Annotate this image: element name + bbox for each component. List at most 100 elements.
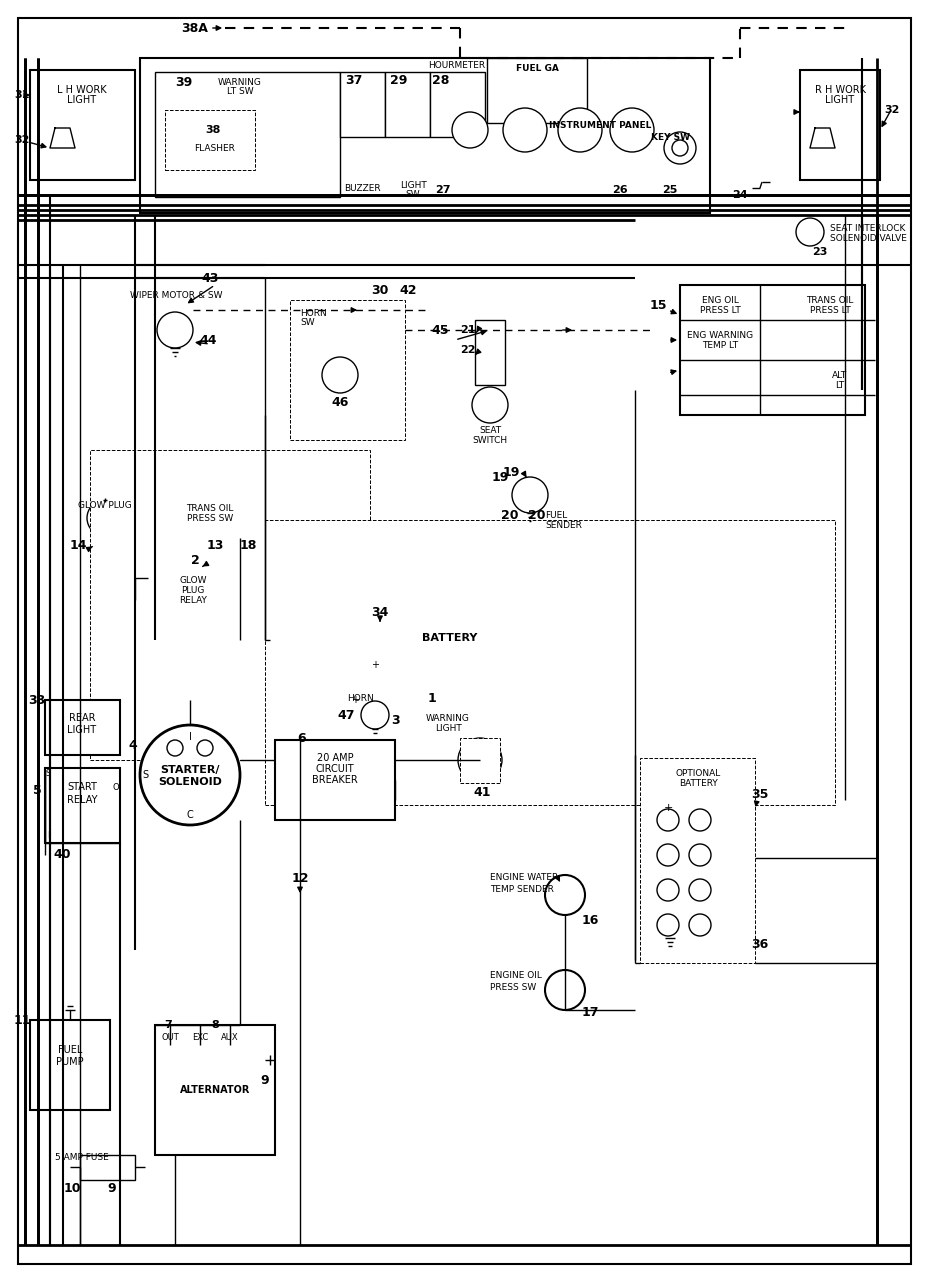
Circle shape (452, 112, 488, 147)
Text: 36: 36 (751, 938, 768, 951)
Text: SEAT: SEAT (479, 426, 501, 435)
Bar (680, 285, 865, 415)
Text: 20 AMP: 20 AMP (317, 753, 353, 763)
Text: L H WORK: L H WORK (57, 85, 107, 95)
Text: FUEL GA: FUEL GA (515, 64, 558, 73)
Text: 23: 23 (812, 247, 828, 256)
Text: WIPER MOTOR & SW: WIPER MOTOR & SW (130, 291, 222, 300)
Bar (90, 450, 370, 760)
Text: 19: 19 (502, 465, 520, 478)
Text: 44: 44 (199, 333, 217, 346)
Text: EXC: EXC (192, 1033, 208, 1042)
Text: FUEL: FUEL (58, 1045, 82, 1055)
Text: 20: 20 (527, 509, 545, 522)
Text: 6: 6 (298, 732, 306, 745)
Text: BUZZER: BUZZER (344, 183, 380, 192)
Text: ALT: ALT (832, 370, 847, 379)
Text: I: I (46, 831, 49, 840)
Text: LIGHT: LIGHT (434, 723, 461, 732)
Text: R H WORK: R H WORK (815, 85, 866, 95)
Bar (148, 560, 238, 640)
Bar (80, 1155, 135, 1179)
Text: 37: 37 (345, 73, 363, 86)
Bar (140, 58, 710, 213)
Text: RELAY: RELAY (179, 596, 207, 605)
Text: 40: 40 (53, 849, 71, 862)
Text: ENG OIL: ENG OIL (701, 295, 738, 305)
Circle shape (689, 809, 711, 831)
Circle shape (610, 108, 654, 153)
Circle shape (545, 970, 585, 1010)
Circle shape (326, 651, 354, 679)
Text: 5: 5 (33, 783, 41, 796)
Text: S: S (46, 768, 50, 777)
Text: 45: 45 (432, 323, 449, 336)
Text: HORN: HORN (347, 694, 373, 703)
Text: 42: 42 (399, 283, 417, 296)
Text: CIRCUIT: CIRCUIT (315, 764, 354, 774)
Circle shape (503, 108, 547, 153)
Text: TRANS OIL: TRANS OIL (186, 504, 233, 513)
Circle shape (466, 686, 494, 714)
Text: LT: LT (835, 381, 844, 390)
Text: OUT: OUT (161, 1033, 179, 1042)
Text: 2: 2 (192, 554, 200, 567)
Circle shape (664, 132, 696, 164)
Text: STARTER/: STARTER/ (160, 765, 219, 776)
Text: 31: 31 (14, 90, 30, 100)
Text: 38: 38 (205, 126, 220, 135)
Text: TRANS OIL: TRANS OIL (806, 295, 854, 305)
Circle shape (322, 356, 358, 394)
Text: 18: 18 (239, 538, 257, 551)
Text: 22: 22 (460, 345, 476, 355)
Bar (265, 520, 835, 805)
Text: START: START (67, 782, 97, 792)
Text: 19: 19 (491, 470, 509, 483)
Bar (155, 72, 340, 197)
Text: LIGHT: LIGHT (826, 95, 855, 105)
Circle shape (361, 701, 389, 729)
Text: ENGINE OIL: ENGINE OIL (490, 970, 542, 979)
Circle shape (796, 218, 824, 246)
Bar (385, 72, 430, 137)
Text: BATTERY: BATTERY (679, 778, 717, 787)
Text: 1: 1 (428, 691, 436, 705)
Circle shape (436, 651, 464, 679)
Circle shape (472, 387, 508, 423)
Text: 10: 10 (63, 1182, 81, 1195)
Circle shape (140, 726, 240, 826)
Text: 29: 29 (390, 73, 407, 86)
Text: 13: 13 (206, 538, 224, 551)
Text: SW: SW (405, 190, 420, 199)
Bar (290, 300, 405, 440)
Text: HORN: HORN (300, 309, 326, 318)
Circle shape (689, 844, 711, 867)
Text: 3: 3 (391, 714, 399, 727)
Circle shape (526, 686, 554, 714)
Bar (275, 740, 395, 820)
Text: SWITCH: SWITCH (472, 436, 508, 445)
Text: 14: 14 (69, 538, 86, 551)
Text: 20: 20 (501, 509, 519, 522)
Bar (475, 320, 505, 385)
Text: 33: 33 (29, 694, 46, 706)
Text: 4: 4 (128, 738, 138, 751)
Text: 43: 43 (201, 272, 219, 285)
Text: 30: 30 (371, 283, 389, 296)
Bar (487, 58, 587, 123)
Text: INSTRUMENT PANEL: INSTRUMENT PANEL (549, 121, 651, 129)
Circle shape (421, 686, 449, 714)
Text: RELAY: RELAY (67, 795, 98, 805)
Text: SOLENOID: SOLENOID (158, 777, 222, 787)
Circle shape (689, 914, 711, 936)
Text: 46: 46 (331, 396, 349, 409)
Text: 9: 9 (108, 1182, 116, 1195)
Text: 32: 32 (884, 105, 899, 115)
Bar (165, 110, 255, 171)
Text: 39: 39 (175, 76, 193, 88)
Text: 47: 47 (338, 709, 355, 722)
Text: LIGHT: LIGHT (68, 95, 97, 105)
Text: 25: 25 (662, 185, 678, 195)
Text: ENGINE WATER: ENGINE WATER (490, 873, 558, 882)
Circle shape (341, 686, 369, 714)
